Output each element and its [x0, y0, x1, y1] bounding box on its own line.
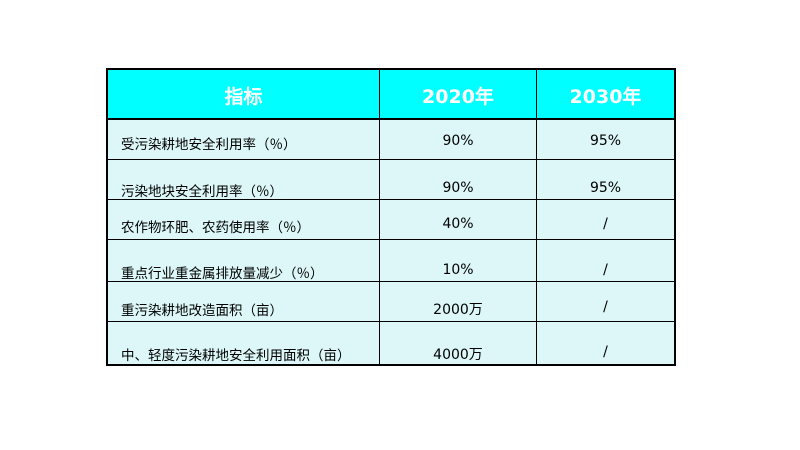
- indicator-cell: 中、轻度污染耕地安全利用面积（亩）: [108, 322, 380, 364]
- header-cell-2030: 2030年: [537, 70, 674, 118]
- indicator-cell: 污染地块安全利用率（％）: [108, 160, 380, 200]
- indicator-label: 农作物环肥、农药使用率（％）: [121, 220, 310, 236]
- indicator-cell: 重点行业重金属排放量减少（％）: [108, 240, 380, 282]
- value-2020-cell: 10%: [380, 240, 537, 281]
- value-2020: 40%: [442, 216, 474, 232]
- header-cell-2020: 2020年: [380, 70, 537, 118]
- value-2030-cell: /: [537, 282, 674, 321]
- value-2020-cell: 4000万: [380, 322, 537, 364]
- indicator-label: 受污染耕地安全利用率（％）: [121, 137, 297, 153]
- indicator-label: 中、轻度污染耕地安全利用面积（亩）: [121, 348, 351, 364]
- indicator-label: 污染地块安全利用率（％）: [121, 184, 283, 200]
- value-2030-cell: 95%: [537, 120, 674, 159]
- table-row: 重点行业重金属排放量减少（％） 10% /: [108, 240, 674, 282]
- value-2020: 4000万: [433, 347, 483, 363]
- value-2020-cell: 90%: [380, 120, 537, 159]
- value-2030-cell: 95%: [537, 160, 674, 199]
- table-row: 重污染耕地改造面积（亩） 2000万 /: [108, 282, 674, 322]
- table-row: 中、轻度污染耕地安全利用面积（亩） 4000万 /: [108, 322, 674, 364]
- value-2020-cell: 2000万: [380, 282, 537, 321]
- value-2030: /: [603, 299, 608, 315]
- value-2020-cell: 40%: [380, 200, 537, 239]
- value-2020: 10%: [442, 262, 474, 278]
- value-2020: 2000万: [433, 302, 483, 318]
- indicator-table: 指标 2020年 2030年 受污染耕地安全利用率（％） 90% 95% 污染地…: [106, 68, 676, 366]
- value-2030: /: [603, 344, 608, 360]
- header-cell-indicator: 指标: [108, 70, 380, 118]
- table-row: 污染地块安全利用率（％） 90% 95%: [108, 160, 674, 200]
- value-2030: /: [603, 216, 608, 232]
- table-row: 受污染耕地安全利用率（％） 90% 95%: [108, 120, 674, 160]
- value-2020-cell: 90%: [380, 160, 537, 199]
- value-2030: 95%: [589, 180, 622, 196]
- header-indicator: 指标: [224, 86, 263, 108]
- indicator-cell: 受污染耕地安全利用率（％）: [108, 120, 380, 159]
- value-2020: 90%: [442, 180, 474, 196]
- indicator-cell: 重污染耕地改造面积（亩）: [108, 282, 380, 321]
- value-2030-cell: /: [537, 200, 674, 239]
- table-header-row: 指标 2020年 2030年: [108, 70, 674, 120]
- table-row: 农作物环肥、农药使用率（％） 40% /: [108, 200, 674, 240]
- indicator-cell: 农作物环肥、农药使用率（％）: [108, 200, 380, 239]
- value-2030-cell: /: [537, 322, 674, 364]
- indicator-label: 重污染耕地改造面积（亩）: [121, 303, 283, 319]
- value-2030-cell: /: [537, 240, 674, 281]
- indicator-label: 重点行业重金属排放量减少（％）: [121, 266, 324, 282]
- header-2020: 2020年: [422, 86, 494, 108]
- value-2030: /: [603, 262, 608, 278]
- header-2030: 2030年: [569, 86, 642, 108]
- value-2020: 90%: [442, 133, 474, 149]
- value-2030: 95%: [589, 133, 622, 149]
